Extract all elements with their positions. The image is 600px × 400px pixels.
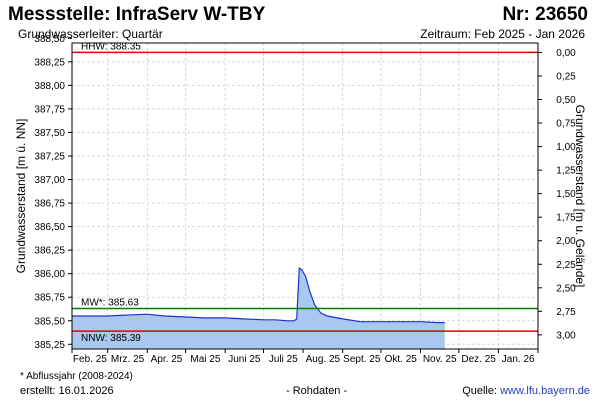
y-tick-label-right: 0,50 [556,95,576,106]
y-tick-label-left: 385,50 [34,316,65,327]
x-tick-label: Sept. 25 [343,354,381,365]
time-range: Zeitraum: Feb 2025 - Jan 2026 [420,27,585,41]
y-tick-label-left: 388,50 [34,34,65,45]
source-link[interactable]: www.lfu.bayern.de [500,385,590,397]
y-tick-label-left: 385,25 [34,340,65,351]
y-tick-label-left: 387,50 [34,128,65,139]
x-tick-label: Nov. 25 [423,354,457,365]
x-tick-label: Aug. 25 [306,354,341,365]
y-tick-label-right: 2,50 [556,283,576,294]
y-tick-label-right: 3,00 [556,330,576,341]
y-tick-label-right: 2,00 [556,236,576,247]
footnote-abflussjahr: * Abflussjahr (2008-2024) [20,371,133,382]
x-tick-label: Juni 25 [228,354,261,365]
station-number: Nr: 23650 [502,4,588,25]
y-tick-label-left: 387,75 [34,104,65,115]
y-tick-label-right: 1,50 [556,189,576,200]
source-info: Quelle: www.lfu.bayern.de [462,385,590,397]
y-tick-label-right: 2,75 [556,307,576,318]
y-tick-label-left: 387,25 [34,151,65,162]
x-tick-label: Mrz. 25 [111,354,145,365]
y-tick-label-right: 1,00 [556,142,576,153]
y-tick-label-left: 388,25 [34,57,65,68]
y-tick-label-left: 387,00 [34,175,65,186]
x-tick-label: Okt. 25 [385,354,418,365]
series-line [72,266,445,324]
y-axis-right: 0,00 0,25 0,50 0,75 1,00 1,25 1,50 1,75 2,00 2,25… [538,48,576,341]
rohdaten-label: - Rohdaten - [286,385,348,397]
reference-lines: HHW: 388.35 MW*: 385.63 NNW: 385.39 [72,41,538,344]
y-tick-label-left: 388,00 [34,81,65,92]
y-tick-label-right: 0,25 [556,71,576,82]
mw-line-label: MW*: 385.63 [81,298,139,309]
y-tick-label-right: 2,25 [556,260,576,271]
source-label: Quelle: [462,385,501,397]
x-tick-label: Mai 25 [190,354,220,365]
y-tick-label-left: 386,00 [34,269,65,280]
chart-title: Messstelle: InfraServ W-TBY [8,4,266,25]
y-tick-label-right: 1,25 [556,166,576,177]
chart-subtitle: Grundwasserleiter: Quartär [18,27,163,41]
nnw-line-label: NNW: 385.39 [81,333,141,344]
created-date: erstellt: 16.01.2026 [20,385,114,397]
y-tick-label-left: 386,50 [34,222,65,233]
x-tick-label: Jan. 26 [502,354,535,365]
x-tick-label: Juli 25 [269,354,298,365]
x-tick-label: Feb. 25 [73,354,107,365]
x-axis: Feb. 25 Mrz. 25 Apr. 25 Mai 25 Juni 25 Juli 2… [71,349,539,365]
y-tick-label-left: 386,25 [34,246,65,257]
series-area [72,268,445,349]
hhw-line-label: HHW: 388.35 [81,41,141,52]
y-tick-label-right: 0,75 [556,119,576,130]
y-tick-label-left: 385,75 [34,293,65,304]
x-tick-label: Apr. 25 [151,354,183,365]
plot-frame [71,42,539,350]
y-tick-label-left: 386,75 [34,199,65,210]
y-axis-left: 388,50 388,25 388,00 387,75 387,50 387,25 387,… [34,34,72,351]
y-tick-label-right: 1,75 [556,213,576,224]
y-tick-label-right: 0,00 [556,48,576,59]
y-axis-right-label: Grundwasserstand [m u. Gelände] [573,105,587,288]
y-axis-left-label: Grundwasserstand [m ü. NN] [14,119,28,274]
x-tick-label: Dez. 25 [461,354,496,365]
